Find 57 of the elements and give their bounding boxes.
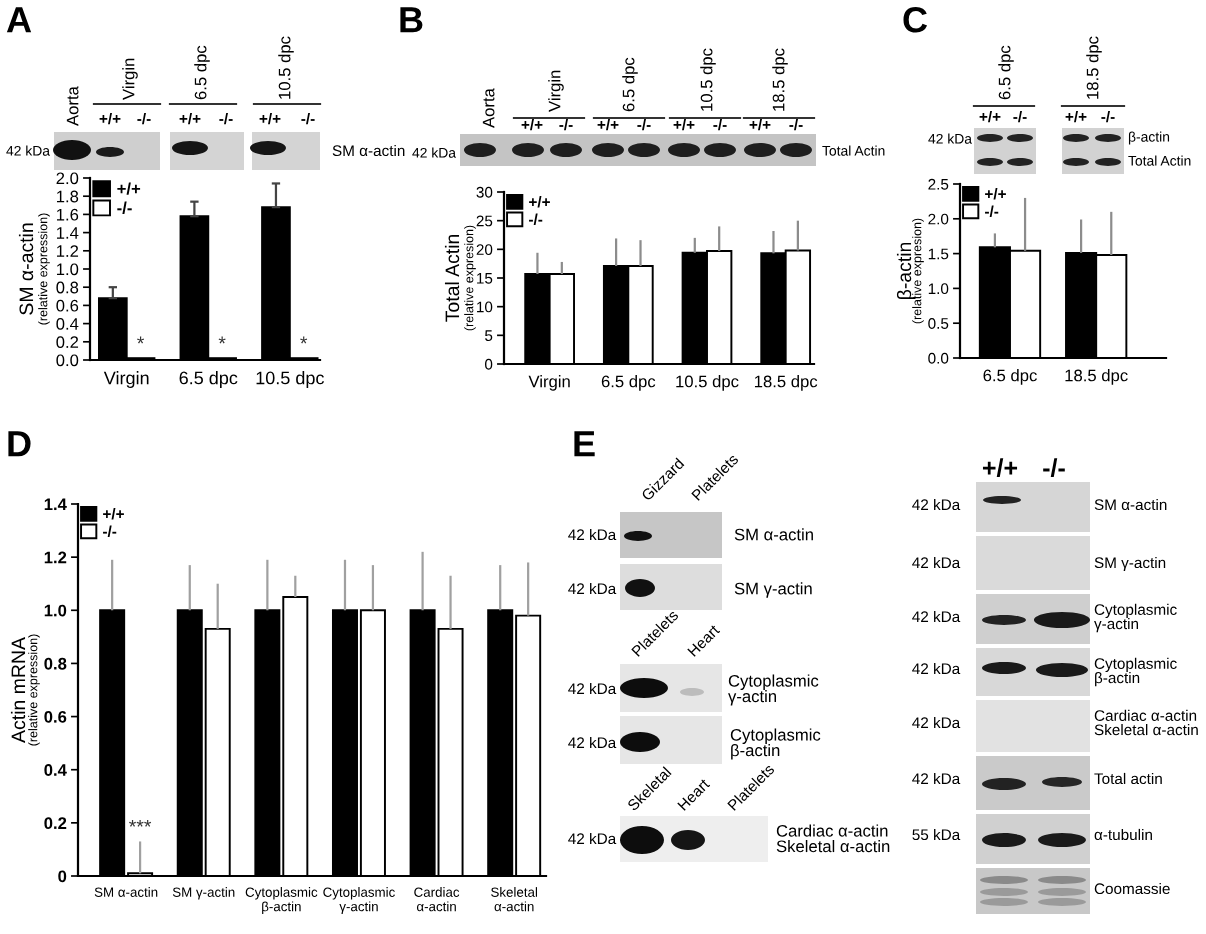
text: +/+ (982, 458, 1018, 477)
chart-title: C (903, 6, 928, 33)
text: SM γ-actin (734, 582, 812, 598)
text: Cardiac α-actin Skeletal α-actin (776, 824, 890, 853)
text: Virgin (122, 58, 138, 100)
chart-title: A (6, 7, 32, 33)
y-tick-label: 2.0 (56, 172, 79, 185)
x-tick-label: 10.5 dpc (256, 371, 324, 388)
text: 10.5 dpc (700, 48, 716, 111)
x-tick-label: 6.5 dpc (601, 375, 656, 391)
x-tick-label: Virgin (528, 375, 570, 391)
y-tick-label: 0 (58, 870, 67, 883)
y-tick-label: 0.0 (56, 354, 79, 367)
data-label: * (218, 336, 226, 344)
y-tick-label: 0.2 (56, 336, 79, 348)
y-tick-label: 0.6 (56, 299, 79, 312)
legend-label: +/+ (117, 182, 141, 195)
x-tick-label: 18.5 dpc (754, 375, 818, 391)
data-label: * (300, 336, 308, 344)
text: Cytoplasmic γ-actin (728, 674, 819, 706)
text: Cytoplasmic β-actin (730, 728, 821, 760)
text: 18.5 dpc (1086, 36, 1102, 99)
text: 6.5 dpc (194, 45, 210, 100)
text: 10.5 dpc (278, 36, 294, 99)
text: Virgin (548, 70, 564, 112)
legend-label: -/- (117, 201, 132, 214)
y-tick-label: 1.8 (56, 190, 79, 203)
text: E (574, 431, 595, 457)
text: 6.5 dpc (622, 57, 638, 112)
text: Aorta (66, 86, 79, 126)
data-label: * (137, 336, 145, 344)
x-tick-label: 6.5 dpc (983, 369, 1037, 385)
text: 18.5 dpc (772, 48, 788, 111)
x-tick-label: Virgin (103, 371, 149, 388)
y-tick-label: 1.6 (56, 208, 79, 221)
text: SM α-actin (734, 528, 813, 541)
y-tick-label: 0.2 (44, 817, 67, 830)
text: 6.5 dpc (998, 45, 1014, 100)
y-tick-label: 0.4 (44, 764, 67, 776)
y-tick-label: 1.2 (44, 551, 67, 564)
x-tick-label: 6.5 dpc (179, 371, 238, 388)
y-tick-label: 0.6 (44, 710, 67, 723)
y-tick-label: 0.8 (44, 657, 67, 670)
y-tick-label: 0.4 (56, 318, 79, 330)
y-tick-label: 0.8 (56, 281, 79, 294)
y-tick-label: 1.4 (56, 227, 79, 239)
x-tick-label: 10.5 dpc (676, 375, 739, 391)
y-tick-label: 1.0 (56, 263, 79, 276)
y-tick-label: 1.2 (56, 245, 79, 257)
y-tick-label: 1.0 (44, 604, 67, 617)
chart-title: D (8, 431, 31, 457)
y-tick-label: 1.4 (44, 498, 67, 511)
text: Aorta (482, 88, 495, 128)
data-label: *** (129, 819, 152, 827)
x-tick-label: 18.5 dpc (1065, 369, 1128, 385)
chart-title: B (400, 7, 423, 33)
text: -/- (1043, 458, 1065, 477)
